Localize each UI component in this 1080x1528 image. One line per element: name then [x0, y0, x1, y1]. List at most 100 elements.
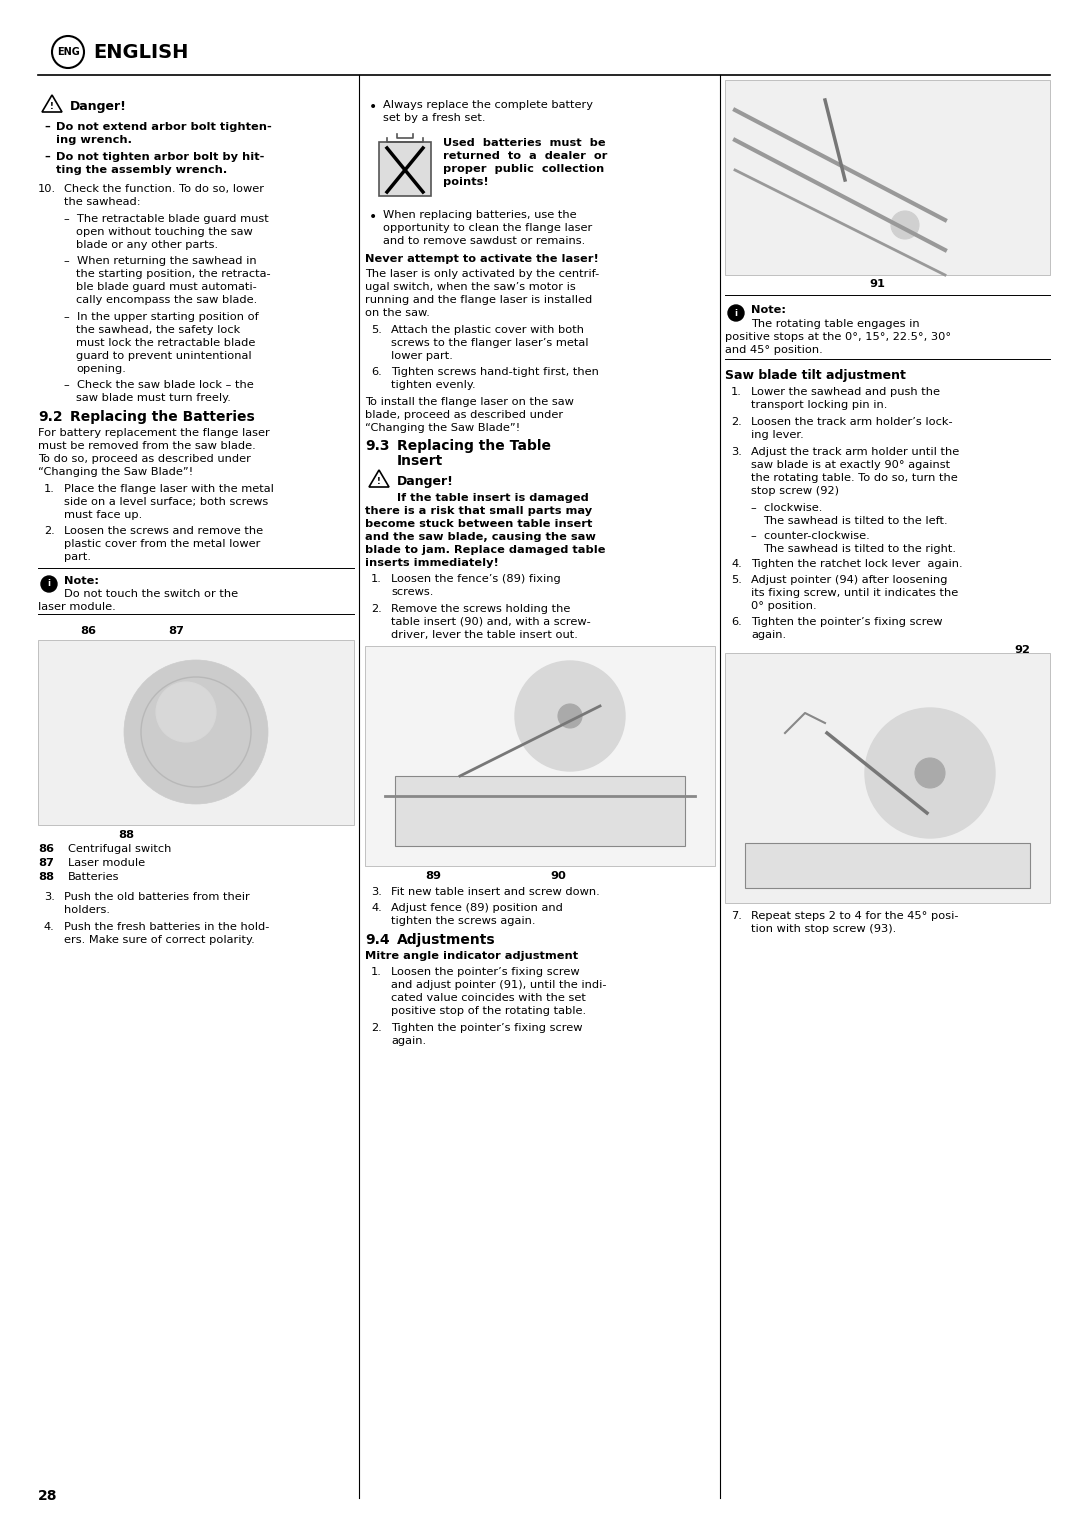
Text: Loosen the track arm holder’s lock-: Loosen the track arm holder’s lock-: [751, 417, 953, 426]
Bar: [745, 843, 1030, 888]
Text: ers. Make sure of correct polarity.: ers. Make sure of correct polarity.: [64, 935, 255, 944]
Bar: [38, 640, 354, 825]
Text: cated value coincides with the set: cated value coincides with the set: [391, 993, 585, 1002]
Text: its fixing screw, until it indicates the: its fixing screw, until it indicates the: [751, 588, 958, 597]
Text: running and the flange laser is installed: running and the flange laser is installe…: [365, 295, 592, 306]
Text: –  counter-clockwise.: – counter-clockwise.: [751, 532, 869, 541]
Text: Always replace the complete battery: Always replace the complete battery: [383, 99, 593, 110]
Text: 6.: 6.: [372, 367, 381, 377]
Text: lower part.: lower part.: [391, 351, 453, 361]
Text: must face up.: must face up.: [64, 510, 143, 520]
Circle shape: [915, 758, 945, 788]
Text: again.: again.: [751, 630, 786, 640]
Text: i: i: [734, 309, 738, 318]
Text: opportunity to clean the flange laser: opportunity to clean the flange laser: [383, 223, 592, 232]
Text: Place the flange laser with the metal: Place the flange laser with the metal: [64, 484, 274, 494]
Text: i: i: [48, 579, 51, 588]
Text: on the saw.: on the saw.: [365, 309, 430, 318]
Circle shape: [124, 660, 268, 804]
Text: Push the fresh batteries in the hold-: Push the fresh batteries in the hold-: [64, 921, 269, 932]
Text: tighten evenly.: tighten evenly.: [391, 380, 475, 390]
Text: and to remove sawdust or remains.: and to remove sawdust or remains.: [383, 235, 585, 246]
Text: To install the flange laser on the saw: To install the flange laser on the saw: [365, 397, 573, 406]
Bar: [379, 142, 431, 196]
Text: become stuck between table insert: become stuck between table insert: [365, 520, 592, 529]
Text: Danger!: Danger!: [397, 475, 454, 487]
Text: 87: 87: [38, 859, 54, 868]
Text: saw blade is at exactly 90° against: saw blade is at exactly 90° against: [751, 460, 950, 471]
Text: ENG: ENG: [56, 47, 79, 57]
Text: •: •: [369, 99, 377, 115]
Text: 1.: 1.: [372, 575, 382, 584]
Text: Replacing the Batteries: Replacing the Batteries: [70, 410, 255, 423]
Circle shape: [865, 707, 995, 837]
Text: Tighten the ratchet lock lever  again.: Tighten the ratchet lock lever again.: [751, 559, 962, 568]
Text: 9.4: 9.4: [365, 934, 390, 947]
Text: 5.: 5.: [372, 325, 382, 335]
Text: Lower the sawhead and push the: Lower the sawhead and push the: [751, 387, 940, 397]
Text: Danger!: Danger!: [70, 99, 126, 113]
Text: 3.: 3.: [731, 448, 742, 457]
Text: The laser is only activated by the centrif-: The laser is only activated by the centr…: [365, 269, 599, 280]
Text: and 45° position.: and 45° position.: [725, 345, 823, 354]
Text: Used  batteries  must  be: Used batteries must be: [443, 138, 606, 148]
Text: saw blade must turn freely.: saw blade must turn freely.: [76, 393, 231, 403]
Text: set by a fresh set.: set by a fresh set.: [383, 113, 486, 122]
Text: ing wrench.: ing wrench.: [56, 134, 132, 145]
Text: Saw blade tilt adjustment: Saw blade tilt adjustment: [725, 368, 906, 382]
Text: inserts immediately!: inserts immediately!: [365, 558, 499, 568]
Text: Check the function. To do so, lower: Check the function. To do so, lower: [64, 183, 264, 194]
Text: Loosen the fence’s (89) fixing: Loosen the fence’s (89) fixing: [391, 575, 561, 584]
Text: 5.: 5.: [731, 575, 742, 585]
Text: must be removed from the saw blade.: must be removed from the saw blade.: [38, 442, 256, 451]
Text: screws to the flanger laser’s metal: screws to the flanger laser’s metal: [391, 338, 589, 348]
Text: 4.: 4.: [372, 903, 381, 914]
Text: positive stop of the rotating table.: positive stop of the rotating table.: [391, 1005, 586, 1016]
Text: •: •: [369, 209, 377, 225]
Bar: [725, 652, 1050, 903]
Text: 9.2: 9.2: [38, 410, 63, 423]
Text: returned  to  a  dealer  or: returned to a dealer or: [443, 151, 607, 160]
Text: –  The retractable blade guard must: – The retractable blade guard must: [64, 214, 269, 225]
Text: holders.: holders.: [64, 905, 110, 915]
Text: proper  public  collection: proper public collection: [443, 163, 604, 174]
Text: there is a risk that small parts may: there is a risk that small parts may: [365, 506, 592, 516]
Text: and adjust pointer (91), until the indi-: and adjust pointer (91), until the indi-: [391, 979, 607, 990]
Text: Centrifugal switch: Centrifugal switch: [68, 843, 172, 854]
Text: Never attempt to activate the laser!: Never attempt to activate the laser!: [365, 254, 598, 264]
Text: 4.: 4.: [44, 921, 55, 932]
Text: Attach the plastic cover with both: Attach the plastic cover with both: [391, 325, 584, 335]
Text: Push the old batteries from their: Push the old batteries from their: [64, 892, 249, 902]
Text: again.: again.: [391, 1036, 427, 1047]
Text: ting the assembly wrench.: ting the assembly wrench.: [56, 165, 227, 176]
Text: !: !: [377, 477, 381, 486]
Text: For battery replacement the flange laser: For battery replacement the flange laser: [38, 428, 270, 439]
Text: driver, lever the table insert out.: driver, lever the table insert out.: [391, 630, 578, 640]
Text: 2.: 2.: [44, 526, 55, 536]
Text: 86: 86: [80, 626, 96, 636]
Text: –  Check the saw blade lock – the: – Check the saw blade lock – the: [64, 380, 254, 390]
Bar: [365, 646, 715, 866]
Text: blade, proceed as described under: blade, proceed as described under: [365, 410, 563, 420]
Text: open without touching the saw: open without touching the saw: [76, 228, 253, 237]
Text: –: –: [44, 151, 50, 162]
Text: 3.: 3.: [44, 892, 55, 902]
Text: Fit new table insert and screw down.: Fit new table insert and screw down.: [391, 886, 599, 897]
Text: 87: 87: [168, 626, 184, 636]
Text: tion with stop screw (93).: tion with stop screw (93).: [751, 924, 896, 934]
Text: 10.: 10.: [38, 183, 56, 194]
Text: ing lever.: ing lever.: [751, 429, 804, 440]
Text: 9.3: 9.3: [365, 439, 390, 452]
Text: and the saw blade, causing the saw: and the saw blade, causing the saw: [365, 532, 596, 542]
Text: –: –: [44, 122, 50, 131]
Text: Repeat steps 2 to 4 for the 45° posi-: Repeat steps 2 to 4 for the 45° posi-: [751, 911, 959, 921]
Text: –  When returning the sawhead in: – When returning the sawhead in: [64, 257, 257, 266]
Text: positive stops at the 0°, 15°, 22.5°, 30°: positive stops at the 0°, 15°, 22.5°, 30…: [725, 332, 951, 342]
Circle shape: [728, 306, 744, 321]
Text: 3.: 3.: [372, 886, 382, 897]
Text: table insert (90) and, with a screw-: table insert (90) and, with a screw-: [391, 617, 591, 626]
Text: 1.: 1.: [372, 967, 382, 976]
Text: 7.: 7.: [731, 911, 742, 921]
Text: Mitre angle indicator adjustment: Mitre angle indicator adjustment: [365, 950, 578, 961]
Text: Batteries: Batteries: [68, 872, 120, 882]
